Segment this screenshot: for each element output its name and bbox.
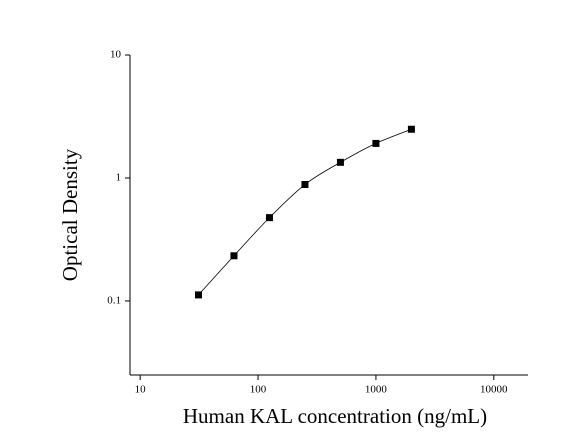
point [194, 291, 202, 299]
point [407, 125, 415, 133]
y-tick-label: 10 [110, 49, 122, 61]
x-axis-title: Human KAL concentration (ng/mL) [183, 404, 487, 428]
point [230, 252, 238, 260]
fit-curve [198, 128, 412, 296]
x-tick-label: 10000 [480, 384, 508, 396]
y-axis-title: Optical Density [58, 148, 82, 281]
point [265, 214, 273, 222]
x-tick-label: 1000 [365, 384, 388, 396]
point [372, 139, 380, 147]
y-tick-label: 1 [116, 172, 122, 184]
y-tick-label: 0.1 [107, 294, 121, 306]
x-tick-label: 10 [135, 384, 147, 396]
point [336, 158, 344, 166]
x-tick-label: 100 [250, 384, 267, 396]
point [301, 181, 309, 189]
